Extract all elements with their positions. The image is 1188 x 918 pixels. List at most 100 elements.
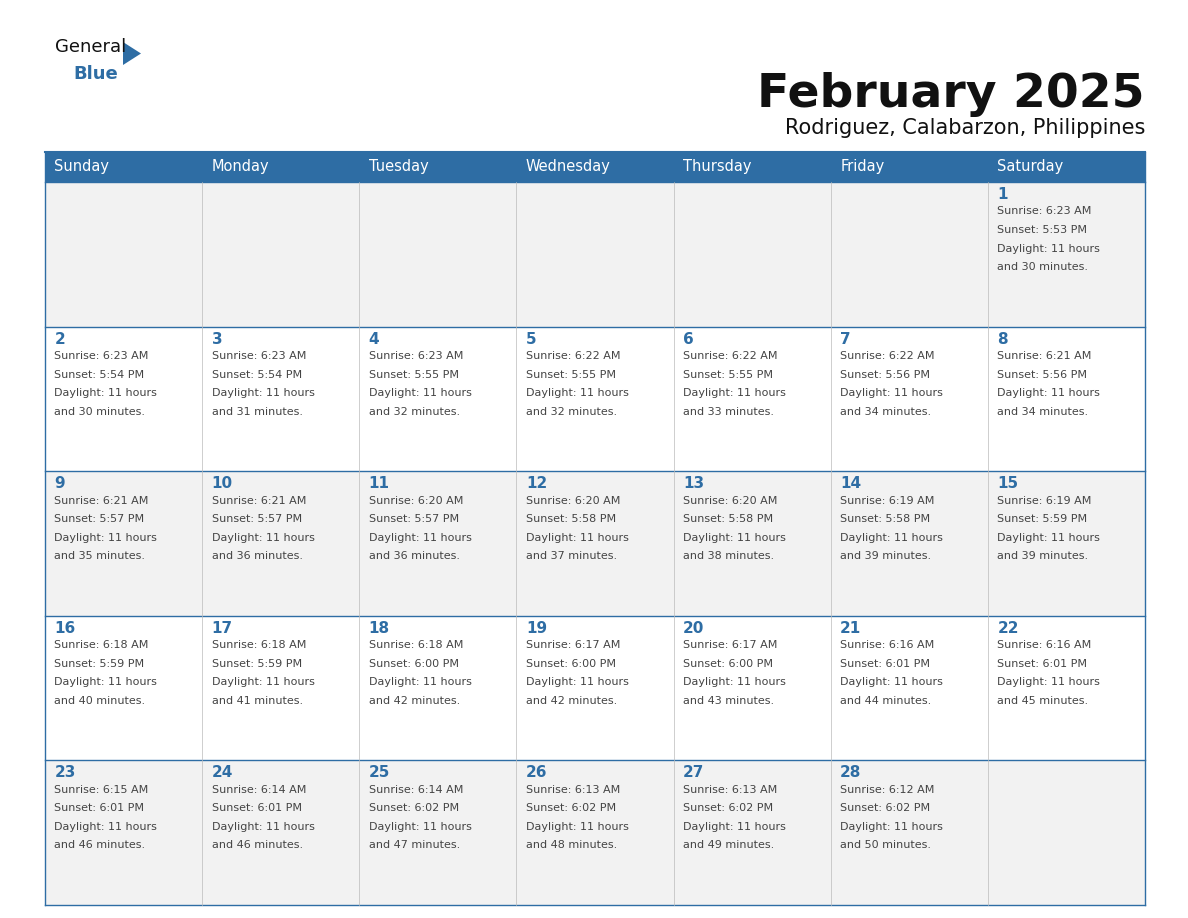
Text: Sunrise: 6:13 AM: Sunrise: 6:13 AM xyxy=(683,785,777,795)
Text: Sunset: 5:58 PM: Sunset: 5:58 PM xyxy=(526,514,617,524)
Text: Sunset: 5:56 PM: Sunset: 5:56 PM xyxy=(997,370,1087,380)
Text: Sunrise: 6:12 AM: Sunrise: 6:12 AM xyxy=(840,785,935,795)
Text: 24: 24 xyxy=(211,766,233,780)
Text: and 46 minutes.: and 46 minutes. xyxy=(55,840,146,850)
Text: Daylight: 11 hours: Daylight: 11 hours xyxy=(526,388,628,398)
Text: 4: 4 xyxy=(368,331,379,347)
Text: Daylight: 11 hours: Daylight: 11 hours xyxy=(55,677,157,688)
Text: Daylight: 11 hours: Daylight: 11 hours xyxy=(526,677,628,688)
Text: Sunset: 5:58 PM: Sunset: 5:58 PM xyxy=(683,514,773,524)
Text: and 40 minutes.: and 40 minutes. xyxy=(55,696,146,706)
Text: Sunset: 6:01 PM: Sunset: 6:01 PM xyxy=(55,803,145,813)
Text: Sunset: 5:58 PM: Sunset: 5:58 PM xyxy=(840,514,930,524)
Bar xyxy=(674,182,830,327)
Text: Sunset: 5:55 PM: Sunset: 5:55 PM xyxy=(683,370,773,380)
Text: Sunrise: 6:18 AM: Sunrise: 6:18 AM xyxy=(211,640,307,650)
Text: Sunset: 6:01 PM: Sunset: 6:01 PM xyxy=(997,659,1087,669)
Text: Sunrise: 6:23 AM: Sunrise: 6:23 AM xyxy=(211,351,307,361)
Text: Daylight: 11 hours: Daylight: 11 hours xyxy=(211,388,315,398)
Text: Daylight: 11 hours: Daylight: 11 hours xyxy=(840,532,943,543)
Bar xyxy=(359,152,517,182)
Text: Sunset: 6:01 PM: Sunset: 6:01 PM xyxy=(211,803,302,813)
Text: Daylight: 11 hours: Daylight: 11 hours xyxy=(211,677,315,688)
Text: Sunrise: 6:13 AM: Sunrise: 6:13 AM xyxy=(526,785,620,795)
Bar xyxy=(202,152,359,182)
Bar xyxy=(830,616,988,760)
Text: Sunrise: 6:14 AM: Sunrise: 6:14 AM xyxy=(368,785,463,795)
Text: and 48 minutes.: and 48 minutes. xyxy=(526,840,617,850)
Text: Sunrise: 6:18 AM: Sunrise: 6:18 AM xyxy=(55,640,148,650)
Text: and 47 minutes.: and 47 minutes. xyxy=(368,840,460,850)
Text: Daylight: 11 hours: Daylight: 11 hours xyxy=(55,822,157,832)
Text: 13: 13 xyxy=(683,476,704,491)
Text: 25: 25 xyxy=(368,766,390,780)
Bar xyxy=(359,471,517,616)
Text: Thursday: Thursday xyxy=(683,160,752,174)
Text: Sunday: Sunday xyxy=(55,160,109,174)
Bar xyxy=(359,327,517,471)
Text: 8: 8 xyxy=(997,331,1007,347)
Text: Sunrise: 6:14 AM: Sunrise: 6:14 AM xyxy=(211,785,307,795)
Bar xyxy=(674,152,830,182)
Text: Sunrise: 6:20 AM: Sunrise: 6:20 AM xyxy=(526,496,620,506)
Text: Daylight: 11 hours: Daylight: 11 hours xyxy=(997,243,1100,253)
Text: Sunset: 6:01 PM: Sunset: 6:01 PM xyxy=(840,659,930,669)
Text: Sunrise: 6:17 AM: Sunrise: 6:17 AM xyxy=(526,640,620,650)
Text: Sunset: 5:55 PM: Sunset: 5:55 PM xyxy=(368,370,459,380)
Text: and 42 minutes.: and 42 minutes. xyxy=(526,696,617,706)
Text: Monday: Monday xyxy=(211,160,270,174)
Text: Daylight: 11 hours: Daylight: 11 hours xyxy=(55,388,157,398)
Text: Rodriguez, Calabarzon, Philippines: Rodriguez, Calabarzon, Philippines xyxy=(784,118,1145,138)
Text: Sunrise: 6:22 AM: Sunrise: 6:22 AM xyxy=(683,351,777,361)
Text: Sunrise: 6:22 AM: Sunrise: 6:22 AM xyxy=(526,351,620,361)
Text: Sunrise: 6:23 AM: Sunrise: 6:23 AM xyxy=(368,351,463,361)
Text: Daylight: 11 hours: Daylight: 11 hours xyxy=(368,388,472,398)
Bar xyxy=(517,760,674,905)
Text: General: General xyxy=(55,38,126,56)
Polygon shape xyxy=(124,42,141,65)
Text: and 31 minutes.: and 31 minutes. xyxy=(211,407,303,417)
Text: Sunrise: 6:18 AM: Sunrise: 6:18 AM xyxy=(368,640,463,650)
Bar xyxy=(202,182,359,327)
Text: Daylight: 11 hours: Daylight: 11 hours xyxy=(997,532,1100,543)
Bar xyxy=(45,471,202,616)
Text: Sunrise: 6:21 AM: Sunrise: 6:21 AM xyxy=(55,496,148,506)
Text: Daylight: 11 hours: Daylight: 11 hours xyxy=(368,532,472,543)
Text: Sunset: 6:00 PM: Sunset: 6:00 PM xyxy=(683,659,773,669)
Bar xyxy=(202,327,359,471)
Text: and 32 minutes.: and 32 minutes. xyxy=(368,407,460,417)
Bar xyxy=(45,760,202,905)
Text: 15: 15 xyxy=(997,476,1018,491)
Text: Sunset: 6:02 PM: Sunset: 6:02 PM xyxy=(368,803,459,813)
Bar xyxy=(988,327,1145,471)
Text: 2: 2 xyxy=(55,331,65,347)
Text: Sunset: 5:54 PM: Sunset: 5:54 PM xyxy=(55,370,145,380)
Text: 19: 19 xyxy=(526,621,546,636)
Text: and 43 minutes.: and 43 minutes. xyxy=(683,696,775,706)
Bar xyxy=(202,471,359,616)
Text: and 33 minutes.: and 33 minutes. xyxy=(683,407,775,417)
Text: Sunrise: 6:19 AM: Sunrise: 6:19 AM xyxy=(997,496,1092,506)
Text: Saturday: Saturday xyxy=(997,160,1063,174)
Text: 3: 3 xyxy=(211,331,222,347)
Text: and 35 minutes.: and 35 minutes. xyxy=(55,551,145,561)
Text: Daylight: 11 hours: Daylight: 11 hours xyxy=(55,532,157,543)
Text: and 36 minutes.: and 36 minutes. xyxy=(211,551,303,561)
Text: and 36 minutes.: and 36 minutes. xyxy=(368,551,460,561)
Text: Daylight: 11 hours: Daylight: 11 hours xyxy=(683,532,786,543)
Bar xyxy=(45,616,202,760)
Text: Sunrise: 6:23 AM: Sunrise: 6:23 AM xyxy=(997,207,1092,217)
Text: February 2025: February 2025 xyxy=(758,72,1145,117)
Text: Sunset: 6:00 PM: Sunset: 6:00 PM xyxy=(368,659,459,669)
Text: and 46 minutes.: and 46 minutes. xyxy=(211,840,303,850)
Text: and 42 minutes.: and 42 minutes. xyxy=(368,696,460,706)
Text: Sunset: 5:59 PM: Sunset: 5:59 PM xyxy=(55,659,145,669)
Text: 12: 12 xyxy=(526,476,548,491)
Text: Sunrise: 6:16 AM: Sunrise: 6:16 AM xyxy=(997,640,1092,650)
Text: Tuesday: Tuesday xyxy=(368,160,429,174)
Bar xyxy=(830,327,988,471)
Text: Sunset: 5:54 PM: Sunset: 5:54 PM xyxy=(211,370,302,380)
Text: Wednesday: Wednesday xyxy=(526,160,611,174)
Bar xyxy=(359,182,517,327)
Bar xyxy=(988,471,1145,616)
